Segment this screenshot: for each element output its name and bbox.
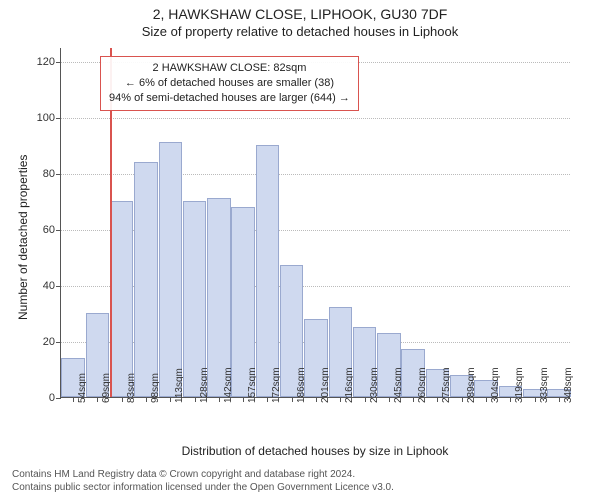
xtick-mark xyxy=(170,397,171,402)
bar xyxy=(110,201,134,397)
plot: 02040608010012054sqm69sqm83sqm98sqm113sq… xyxy=(60,48,570,398)
xtick-mark xyxy=(510,397,511,402)
ytick-mark xyxy=(56,342,61,343)
ytick-label: 20 xyxy=(43,336,55,348)
xtick-mark xyxy=(97,397,98,402)
ytick-label: 0 xyxy=(49,392,55,404)
xtick-mark xyxy=(73,397,74,402)
footer-line-1: Contains HM Land Registry data © Crown c… xyxy=(12,468,394,481)
ytick-mark xyxy=(56,398,61,399)
ytick-label: 100 xyxy=(37,112,55,124)
xtick-mark xyxy=(219,397,220,402)
ytick-mark xyxy=(56,62,61,63)
xtick-mark xyxy=(389,397,390,402)
xtick-mark xyxy=(462,397,463,402)
xtick-label: 319sqm xyxy=(514,367,525,403)
xtick-mark xyxy=(535,397,536,402)
footer-line-2: Contains public sector information licen… xyxy=(12,481,394,494)
bar xyxy=(134,162,158,397)
y-axis-label: Number of detached properties xyxy=(16,155,30,320)
annotation-line-2: ← 6% of detached houses are smaller (38) xyxy=(109,76,350,91)
xtick-label: 333sqm xyxy=(539,367,550,403)
ytick-label: 120 xyxy=(37,56,55,68)
grid-line xyxy=(61,118,570,119)
xtick-mark xyxy=(122,397,123,402)
title-sub: Size of property relative to detached ho… xyxy=(0,24,600,39)
footer: Contains HM Land Registry data © Crown c… xyxy=(12,468,394,494)
bar xyxy=(159,142,183,397)
ytick-mark xyxy=(56,230,61,231)
ytick-label: 80 xyxy=(43,168,55,180)
chart-container: 2, HAWKSHAW CLOSE, LIPHOOK, GU30 7DF Siz… xyxy=(0,0,600,500)
xtick-mark xyxy=(146,397,147,402)
xtick-mark xyxy=(292,397,293,402)
x-axis-label: Distribution of detached houses by size … xyxy=(60,444,570,458)
xtick-mark xyxy=(243,397,244,402)
xtick-mark xyxy=(365,397,366,402)
xtick-mark xyxy=(340,397,341,402)
xtick-label: 348sqm xyxy=(563,367,574,403)
annotation-line-3: 94% of semi-detached houses are larger (… xyxy=(109,91,350,106)
ytick-mark xyxy=(56,174,61,175)
xtick-mark xyxy=(316,397,317,402)
bar xyxy=(256,145,280,397)
ytick-mark xyxy=(56,118,61,119)
xtick-mark xyxy=(267,397,268,402)
xtick-mark xyxy=(437,397,438,402)
title-main: 2, HAWKSHAW CLOSE, LIPHOOK, GU30 7DF xyxy=(0,6,600,22)
annotation-box: 2 HAWKSHAW CLOSE: 82sqm ← 6% of detached… xyxy=(100,56,359,111)
xtick-mark xyxy=(486,397,487,402)
xtick-mark xyxy=(559,397,560,402)
xtick-mark xyxy=(195,397,196,402)
xtick-mark xyxy=(413,397,414,402)
ytick-label: 60 xyxy=(43,224,55,236)
annotation-line-1: 2 HAWKSHAW CLOSE: 82sqm xyxy=(109,61,350,76)
ytick-mark xyxy=(56,286,61,287)
ytick-label: 40 xyxy=(43,280,55,292)
